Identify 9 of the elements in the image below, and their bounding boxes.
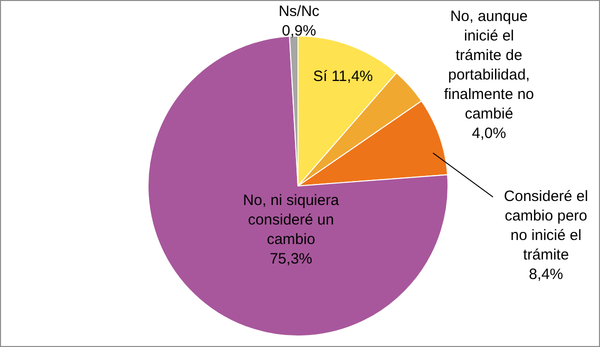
slice-label: Ns/Nc (278, 3, 320, 20)
slice-label: No, aunque inicié el trámite de portabilidad, finalmente no cambié (444, 8, 534, 122)
data-label: 0,9% (282, 22, 316, 40)
slice-label: No, ni siquiera consideré un cambio (243, 192, 340, 248)
data-label: 75,3% (270, 250, 312, 268)
data-label: 8,4% (528, 266, 564, 283)
data-label: 4,0% (472, 125, 506, 142)
slice-label: Sí 11,4% (313, 68, 373, 85)
slice-label: Consideré el cambio pero no inicié el trámite (504, 188, 588, 264)
